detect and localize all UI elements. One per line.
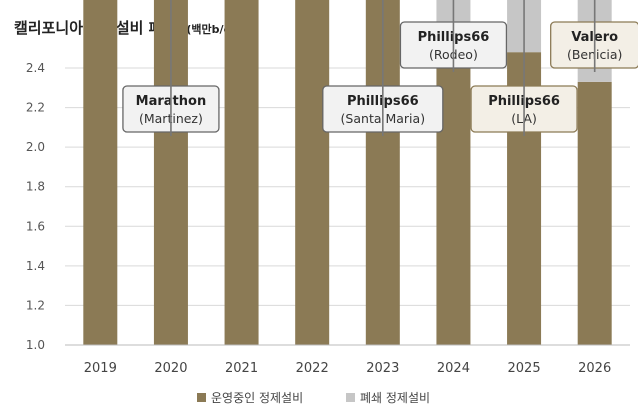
y-tick-label: 2.4 [26, 61, 45, 75]
callout: Valero(Benicia) [550, 0, 638, 72]
callout: Phillips66(Rodeo) [399, 0, 508, 72]
x-tick-label: 2021 [225, 361, 258, 376]
y-tick-label: 2.0 [26, 140, 45, 154]
x-axis: 2019 2020 2021 2022 2023 2024 2025 2026 [65, 344, 630, 376]
bar-segment [224, 0, 259, 346]
chart-title-unit: (백만b/d) [186, 22, 236, 36]
x-tick-label: 2020 [154, 361, 187, 376]
legend-label: 폐쇄 정제설비 [360, 391, 430, 405]
y-tick-label: 1.8 [26, 180, 45, 194]
chart-title: 캘리포니아 정제설비 폐쇄 (백만b/d) [14, 18, 236, 37]
y-axis: 1.0 1.2 1.4 1.6 1.8 2.0 2.2 2.4 [26, 61, 45, 352]
x-tick-label: 2022 [296, 361, 329, 376]
x-tick-label: 2019 [84, 361, 117, 376]
bar-segment [295, 0, 330, 346]
bar-segment [436, 24, 471, 345]
bar-segment [577, 81, 612, 345]
bar-segment [83, 0, 118, 345]
legend-swatch [197, 393, 206, 402]
legend-swatch [346, 393, 355, 402]
y-tick-label: 1.0 [26, 338, 45, 352]
x-tick-label: 2024 [437, 361, 470, 376]
x-tick-label: 2023 [366, 361, 399, 376]
y-tick-label: 2.2 [26, 101, 45, 115]
x-tick-label: 2025 [508, 361, 541, 376]
callout: Marathon(Martinez) [122, 0, 220, 136]
bars [83, 0, 612, 346]
y-tick-label: 1.2 [26, 298, 45, 312]
x-tick-label: 2026 [578, 361, 611, 376]
callout: Phillips66(Santa Maria) [322, 0, 444, 136]
y-tick-label: 1.4 [26, 259, 45, 273]
legend: 운영중인 정제설비 폐쇄 정제설비 [197, 391, 430, 405]
y-tick-label: 1.6 [26, 219, 45, 233]
callouts: Marathon(Martinez) Phillips66(Santa Maria… [122, 0, 638, 136]
legend-label: 운영중인 정제설비 [211, 391, 303, 405]
callout: Phillips66(LA) [470, 0, 578, 136]
